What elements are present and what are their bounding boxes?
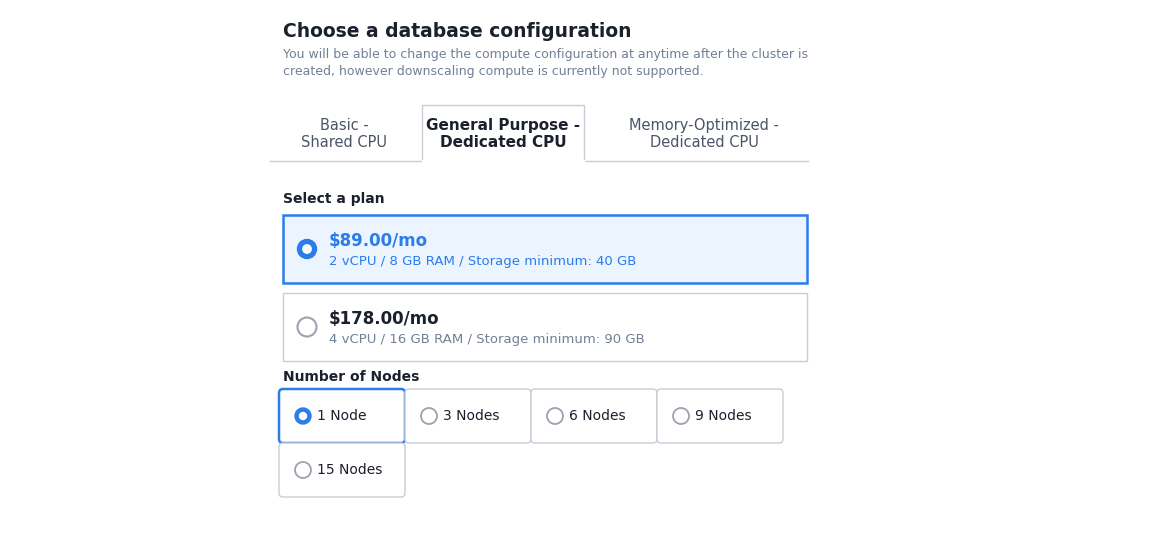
Text: Dedicated CPU: Dedicated CPU — [439, 135, 566, 150]
FancyBboxPatch shape — [657, 389, 783, 443]
Circle shape — [299, 412, 307, 420]
Text: Choose a database configuration: Choose a database configuration — [283, 22, 631, 41]
Text: You will be able to change the compute configuration at anytime after the cluste: You will be able to change the compute c… — [283, 48, 808, 61]
FancyBboxPatch shape — [279, 443, 405, 497]
Circle shape — [673, 408, 689, 424]
Text: 9 Nodes: 9 Nodes — [695, 409, 752, 423]
Text: Select a plan: Select a plan — [283, 192, 384, 206]
Text: 1 Node: 1 Node — [317, 409, 367, 423]
Circle shape — [302, 245, 312, 253]
Text: General Purpose -: General Purpose - — [426, 118, 580, 133]
Text: 2 vCPU / 8 GB RAM / Storage minimum: 40 GB: 2 vCPU / 8 GB RAM / Storage minimum: 40 … — [329, 255, 636, 268]
Text: Number of Nodes: Number of Nodes — [283, 370, 420, 384]
Text: 15 Nodes: 15 Nodes — [317, 463, 382, 477]
Text: Dedicated CPU: Dedicated CPU — [650, 135, 759, 150]
Text: Shared CPU: Shared CPU — [301, 135, 388, 150]
Text: 3 Nodes: 3 Nodes — [443, 409, 499, 423]
Text: 4 vCPU / 16 GB RAM / Storage minimum: 90 GB: 4 vCPU / 16 GB RAM / Storage minimum: 90… — [329, 333, 645, 346]
FancyBboxPatch shape — [422, 105, 584, 161]
Text: 6 Nodes: 6 Nodes — [569, 409, 626, 423]
Text: $178.00/mo: $178.00/mo — [329, 310, 439, 328]
Text: $89.00/mo: $89.00/mo — [329, 232, 428, 250]
FancyBboxPatch shape — [405, 389, 531, 443]
FancyBboxPatch shape — [531, 389, 657, 443]
Circle shape — [296, 408, 310, 424]
Circle shape — [296, 462, 310, 478]
FancyBboxPatch shape — [279, 389, 405, 443]
Circle shape — [298, 239, 316, 258]
Text: Basic -: Basic - — [320, 118, 368, 133]
FancyBboxPatch shape — [283, 293, 807, 361]
Text: created, however downscaling compute is currently not supported.: created, however downscaling compute is … — [283, 65, 704, 78]
Text: Memory-Optimized -: Memory-Optimized - — [629, 118, 779, 133]
Circle shape — [298, 318, 316, 336]
Circle shape — [547, 408, 564, 424]
Circle shape — [421, 408, 437, 424]
FancyBboxPatch shape — [283, 215, 807, 283]
